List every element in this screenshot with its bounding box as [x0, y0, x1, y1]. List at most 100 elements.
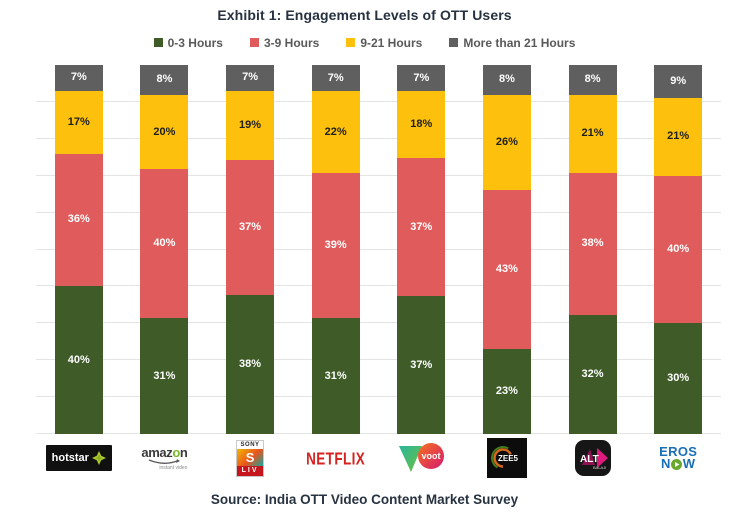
segment-value-label: 26%: [495, 135, 518, 148]
eros-wordmark-line2: N W: [661, 457, 695, 470]
gridline-40pct: [36, 285, 721, 287]
segment-value-label: 39%: [324, 239, 347, 252]
segment-value-label: 38%: [581, 237, 604, 250]
bar-segment-3-9-hours: 36%: [54, 153, 103, 287]
eros-wordmark-line1: EROS: [659, 443, 698, 459]
logo-hotstar: hotstar: [45, 445, 112, 471]
bar-segment-3-9-hours: 37%: [226, 160, 275, 296]
bar-column-amazon-instant-video: 8% 20% 40% 31%: [122, 65, 208, 434]
amazon-text-end: n: [179, 444, 188, 460]
segment-value-label: 7%: [413, 71, 430, 84]
gridline-90pct: [36, 100, 721, 102]
logo-zee5: ZEE5: [486, 438, 527, 478]
bar-segment-0-3-hours: 23%: [482, 349, 531, 434]
sony-s-swirl-icon: S: [237, 448, 264, 466]
bar-segment-0-3-hours: 32%: [568, 314, 617, 434]
bar-segment-0-3-hours: 37%: [397, 296, 446, 434]
legend-label: 3-9 Hours: [263, 35, 320, 50]
gridline-80pct: [36, 137, 721, 139]
segment-value-label: 21%: [581, 127, 604, 140]
amazon-smile-icon: [149, 458, 181, 464]
bar-segment-9-21-hours: 17%: [54, 90, 103, 154]
bar-segment-9-21-hours: 26%: [482, 94, 531, 191]
bar-segment-more-than-21-hours: 7%: [311, 65, 360, 92]
gridline-0pct: [36, 433, 721, 434]
bar-segment-9-21-hours: 21%: [568, 94, 617, 174]
sony-liv-band: LIV: [237, 465, 264, 476]
logo-alt-balaji: ALT BALAJI: [574, 439, 612, 477]
logo-amazon-instant-video: amazon instant video: [141, 446, 187, 471]
segment-value-label: 7%: [242, 71, 259, 84]
amazon-green-o: o: [172, 444, 180, 460]
zee5-wordmark: ZEE5: [498, 454, 519, 463]
legend-item-3-9-hours: 3-9 Hours: [249, 35, 320, 50]
bar-segment-9-21-hours: 18%: [397, 91, 446, 159]
segment-value-label: 31%: [324, 369, 347, 382]
bar-segment-0-3-hours: 38%: [226, 295, 275, 434]
segment-value-label: 7%: [70, 71, 87, 84]
chart-legend: 0-3 Hours 3-9 Hours 9-21 Hours More than 21…: [0, 35, 729, 50]
bars-container: 7% 17% 36% 40% 8% 20% 40% 31% 7% 19% 37% 38% 7% 22% 39…: [36, 65, 721, 434]
netflix-wordmark: NETFLIX: [306, 448, 366, 468]
gridline-10pct: [36, 396, 721, 398]
hotstar-star-icon: [91, 451, 106, 465]
segment-value-label: 20%: [153, 125, 176, 138]
sony-s-letter: S: [245, 449, 255, 465]
stacked-bar-voot: 7% 18% 37% 37%: [397, 65, 446, 434]
stacked-bar-sony-liv: 7% 19% 37% 38%: [226, 65, 275, 434]
bar-segment-0-3-hours: 31%: [311, 318, 360, 434]
segment-value-label: 8%: [584, 73, 601, 86]
bar-segment-9-21-hours: 19%: [226, 90, 275, 160]
segment-value-label: 23%: [495, 385, 518, 398]
bar-segment-more-than-21-hours: 8%: [568, 65, 617, 95]
bar-segment-3-9-hours: 40%: [654, 175, 703, 324]
gridline-20pct: [36, 359, 721, 361]
segment-value-label: 38%: [239, 358, 262, 371]
bar-column-alt-balaji: 8% 21% 38% 32%: [550, 65, 636, 434]
bar-segment-0-3-hours: 30%: [654, 323, 703, 434]
legend-swatch-icon: [153, 38, 163, 47]
segment-value-label: 40%: [67, 353, 90, 366]
zee5-icon: ZEE5: [486, 438, 527, 478]
bar-segment-more-than-21-hours: 8%: [140, 65, 189, 95]
amazon-subtext: instant video: [159, 464, 188, 471]
alt-wordmark: ALT: [580, 454, 599, 465]
segment-value-label: 22%: [324, 125, 347, 138]
hotstar-wordmark: hotstar: [51, 452, 89, 464]
segment-value-label: 8%: [156, 73, 173, 86]
stacked-bar-eros-now: 9% 21% 40% 30%: [654, 65, 703, 434]
gridline-60pct: [36, 211, 721, 213]
bar-segment-more-than-21-hours: 8%: [482, 65, 531, 95]
bar-segment-3-9-hours: 37%: [397, 158, 446, 297]
bar-column-voot: 7% 18% 37% 37%: [379, 65, 465, 434]
bar-segment-9-21-hours: 20%: [140, 94, 189, 170]
segment-value-label: 37%: [239, 221, 262, 234]
legend-swatch-icon: [449, 38, 459, 47]
logo-netflix: NETFLIX: [306, 448, 365, 468]
segment-value-label: 37%: [410, 220, 433, 233]
legend-label: 9-21 Hours: [360, 35, 423, 50]
bar-segment-9-21-hours: 22%: [311, 91, 360, 174]
bar-segment-9-21-hours: 21%: [654, 98, 703, 176]
legend-item-more-than-21-hours: More than 21 Hours: [449, 36, 575, 50]
legend-swatch-icon: [249, 38, 259, 47]
balaji-subtext: BALAJI: [593, 465, 606, 470]
bar-segment-3-9-hours: 38%: [568, 173, 617, 315]
bar-segment-0-3-hours: 40%: [54, 286, 103, 434]
bar-segment-3-9-hours: 39%: [311, 173, 360, 319]
gridline-70pct: [36, 174, 721, 176]
bar-column-sony-liv: 7% 19% 37% 38%: [207, 65, 293, 434]
segment-value-label: 36%: [67, 213, 90, 226]
alt-balaji-icon: ALT BALAJI: [574, 440, 611, 476]
legend-label: More than 21 Hours: [463, 35, 576, 50]
logo-eros-now: EROS N W: [659, 443, 698, 471]
amazon-wordmark: amazon: [141, 446, 187, 459]
legend-item-0-3-hours: 0-3 Hours: [153, 36, 223, 50]
stacked-bar-netflix: 7% 22% 39% 31%: [311, 65, 360, 434]
eros-play-icon: [671, 458, 683, 470]
segment-value-label: 21%: [667, 130, 690, 143]
segment-value-label: 9%: [670, 75, 687, 88]
chart-title: Exhibit 1: Engagement Levels of OTT User…: [217, 7, 512, 23]
segment-value-label: 17%: [67, 115, 90, 128]
